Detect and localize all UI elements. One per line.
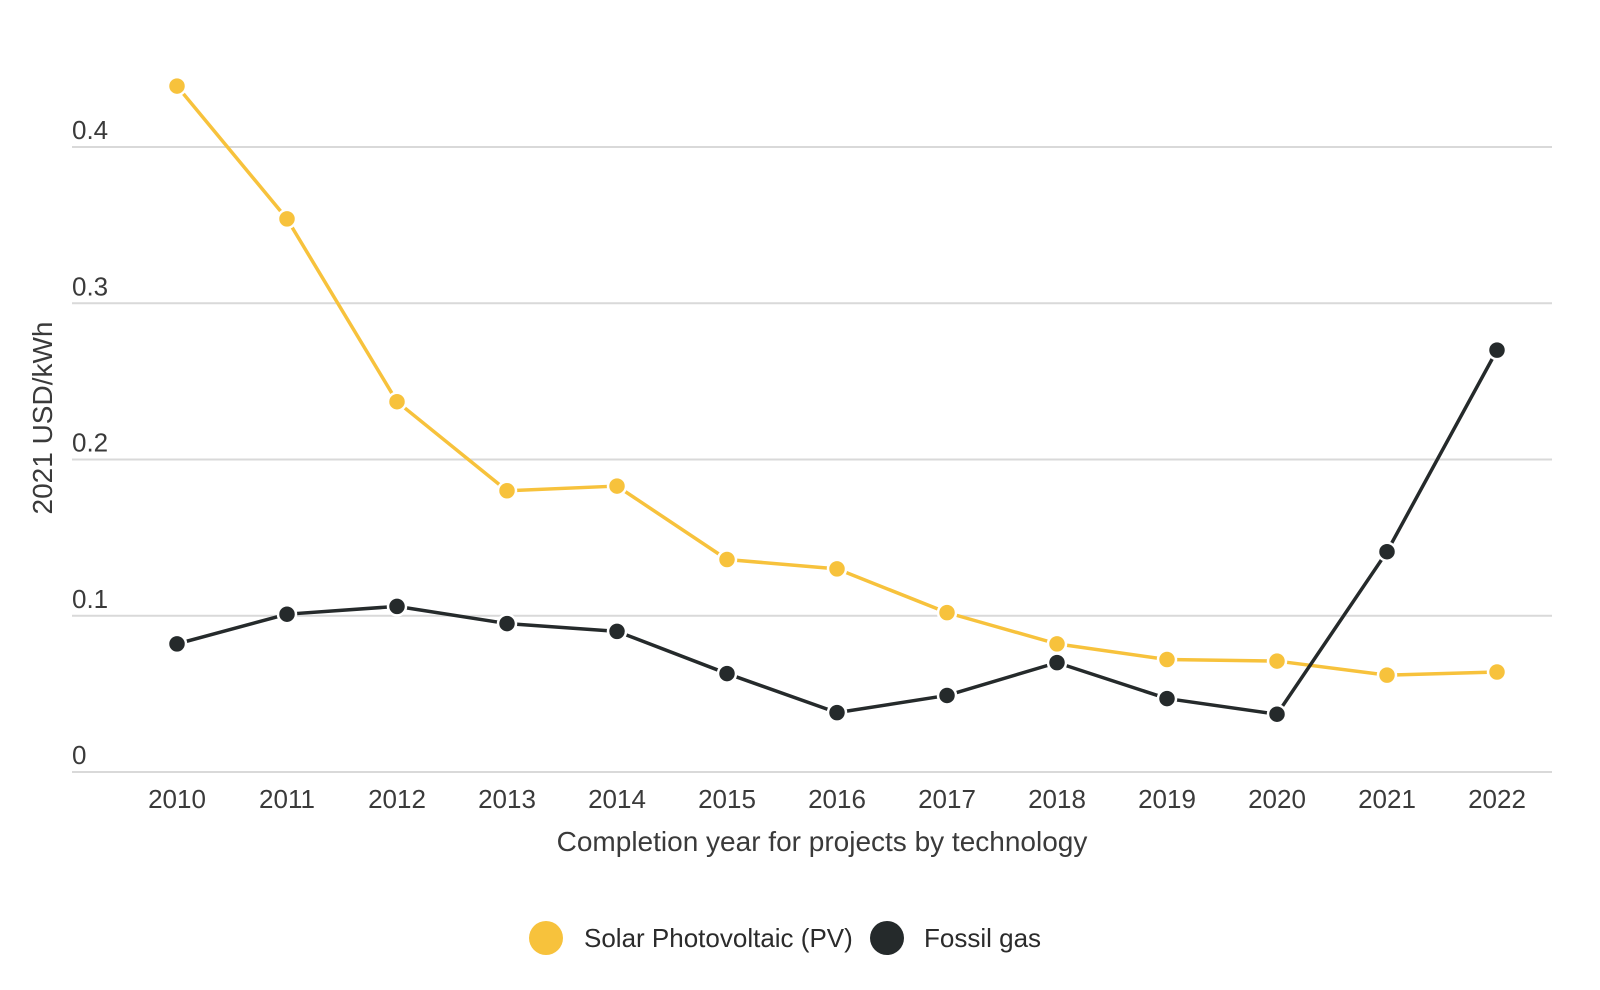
x-tick-label: 2011 xyxy=(259,784,315,814)
legend-label: Fossil gas xyxy=(924,923,1041,953)
data-point[interactable] xyxy=(936,685,958,706)
data-point[interactable] xyxy=(1376,664,1398,686)
x-tick-label: 2017 xyxy=(918,784,976,814)
data-point[interactable] xyxy=(606,475,628,497)
x-tick-label: 2015 xyxy=(698,784,756,814)
legend-swatch xyxy=(529,921,563,955)
series-1 xyxy=(166,339,1508,725)
x-tick-label: 2012 xyxy=(368,784,426,814)
legend-item[interactable]: Solar Photovoltaic (PV) xyxy=(529,921,853,955)
data-point[interactable] xyxy=(936,602,958,623)
data-point[interactable] xyxy=(826,558,848,580)
series-line xyxy=(175,84,1498,677)
data-point[interactable] xyxy=(716,549,738,570)
y-tick-label: 0.1 xyxy=(72,584,108,614)
x-tick-label: 2021 xyxy=(1358,784,1416,814)
y-tick-label: 0.4 xyxy=(72,115,108,145)
series xyxy=(166,75,1508,725)
x-tick-label: 2018 xyxy=(1028,784,1086,814)
data-point[interactable] xyxy=(276,208,298,230)
data-point[interactable] xyxy=(826,702,848,723)
data-point[interactable] xyxy=(1156,649,1178,670)
data-point[interactable] xyxy=(496,613,518,634)
y-tick-label: 0.3 xyxy=(72,271,108,301)
data-point[interactable] xyxy=(1376,541,1398,562)
y-axis-title: 2021 USD/kWh xyxy=(27,322,58,515)
x-axis-title: Completion year for projects by technolo… xyxy=(557,826,1088,857)
data-point[interactable] xyxy=(386,596,408,617)
x-tick-label: 2014 xyxy=(588,784,646,814)
y-axis-ticks: 0 0.1 0.2 0.3 0.4 xyxy=(72,115,108,770)
x-tick-label: 2020 xyxy=(1248,784,1306,814)
y-tick-label: 0.2 xyxy=(72,428,108,458)
x-tick-label: 2016 xyxy=(808,784,866,814)
data-point[interactable] xyxy=(276,603,298,625)
data-point[interactable] xyxy=(1266,703,1288,725)
gridlines xyxy=(72,146,1552,773)
x-tick-label: 2022 xyxy=(1468,784,1526,814)
y-tick-label: 0 xyxy=(72,740,86,770)
data-point[interactable] xyxy=(386,391,408,412)
data-point[interactable] xyxy=(606,621,628,642)
data-point[interactable] xyxy=(166,633,188,655)
x-tick-label: 2019 xyxy=(1138,784,1196,814)
series-line xyxy=(176,349,1499,716)
data-point[interactable] xyxy=(1156,688,1178,709)
legend-label: Solar Photovoltaic (PV) xyxy=(584,923,853,953)
series-0 xyxy=(166,75,1508,686)
x-tick-label: 2010 xyxy=(148,784,206,814)
x-tick-label: 2013 xyxy=(478,784,536,814)
data-point[interactable] xyxy=(716,663,738,684)
data-point[interactable] xyxy=(166,75,188,97)
data-point[interactable] xyxy=(1486,339,1508,361)
data-point[interactable] xyxy=(1046,633,1068,655)
data-point[interactable] xyxy=(1046,652,1068,673)
data-point[interactable] xyxy=(1486,661,1508,683)
legend-item[interactable]: Fossil gas xyxy=(870,921,1041,955)
legend: Solar Photovoltaic (PV) Fossil gas xyxy=(529,921,1041,955)
x-axis-ticks: 2010 2011 2012 2013 2014 2015 2016 2017 2018 2019… xyxy=(148,784,1526,814)
data-point[interactable] xyxy=(1266,650,1288,672)
legend-swatch xyxy=(870,921,904,955)
data-point[interactable] xyxy=(496,480,518,501)
